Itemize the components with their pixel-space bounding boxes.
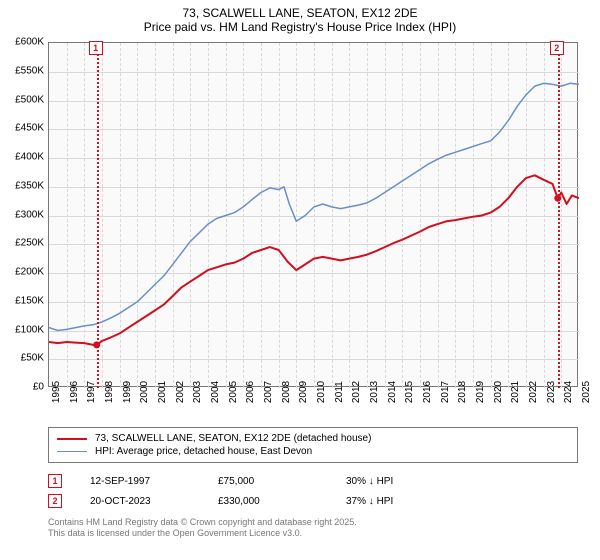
x-axis-label: 2003	[192, 381, 203, 403]
transaction-table: 1 12-SEP-1997 £75,000 30% ↓ HPI 2 20-OCT-2023…	[48, 471, 600, 511]
y-axis-label: £300K	[0, 209, 44, 220]
plot-area: 12	[48, 42, 578, 387]
x-axis-label: 1996	[69, 381, 80, 403]
transaction-delta: 30% ↓ HPI	[346, 476, 446, 487]
x-axis-label: 2017	[440, 381, 451, 403]
transaction-marker: 1	[48, 474, 62, 488]
footer-line2: This data is licensed under the Open Gov…	[48, 528, 600, 539]
legend-row: 73, SCALWELL LANE, SEATON, EX12 2DE (det…	[57, 432, 569, 445]
transaction-price: £75,000	[218, 476, 318, 487]
y-axis-label: £450K	[0, 123, 44, 134]
y-axis-label: £250K	[0, 238, 44, 249]
footer-line1: Contains HM Land Registry data © Crown c…	[48, 517, 600, 528]
transaction-row: 1 12-SEP-1997 £75,000 30% ↓ HPI	[48, 471, 600, 491]
transaction-marker: 2	[48, 494, 62, 508]
y-axis-label: £500K	[0, 94, 44, 105]
legend-label: 73, SCALWELL LANE, SEATON, EX12 2DE (det…	[95, 433, 371, 444]
y-axis-label: £400K	[0, 152, 44, 163]
transaction-date: 20-OCT-2023	[90, 496, 190, 507]
x-axis-label: 2010	[316, 381, 327, 403]
x-axis-label: 1999	[122, 381, 133, 403]
x-axis-label: 2000	[139, 381, 150, 403]
transaction-row: 2 20-OCT-2023 £330,000 37% ↓ HPI	[48, 491, 600, 511]
x-axis-label: 2004	[210, 381, 221, 403]
x-axis-label: 2009	[298, 381, 309, 403]
x-axis-label: 2015	[404, 381, 415, 403]
series-line-price_paid	[49, 175, 579, 345]
x-axis-label: 1995	[51, 381, 62, 403]
x-axis-label: 2001	[157, 381, 168, 403]
transaction-price: £330,000	[218, 496, 318, 507]
title-subtitle: Price paid vs. HM Land Registry's House …	[0, 20, 600, 34]
legend: 73, SCALWELL LANE, SEATON, EX12 2DE (det…	[48, 427, 578, 463]
title-address: 73, SCALWELL LANE, SEATON, EX12 2DE	[0, 6, 600, 20]
x-axis-label: 2018	[457, 381, 468, 403]
x-axis-label: 2024	[563, 381, 574, 403]
legend-swatch	[57, 438, 87, 440]
x-axis-label: 2002	[175, 381, 186, 403]
transaction-date: 12-SEP-1997	[90, 476, 190, 487]
x-axis-label: 2019	[475, 381, 486, 403]
x-axis-label: 1998	[104, 381, 115, 403]
marker-badge: 2	[550, 41, 564, 55]
y-axis-label: £550K	[0, 65, 44, 76]
x-axis-label: 2007	[263, 381, 274, 403]
x-axis-label: 2005	[228, 381, 239, 403]
y-axis-label: £100K	[0, 324, 44, 335]
x-axis-label: 2011	[334, 381, 345, 403]
legend-label: HPI: Average price, detached house, East…	[95, 446, 312, 457]
x-axis-label: 2025	[581, 381, 592, 403]
legend-swatch	[57, 451, 87, 452]
y-axis-label: £150K	[0, 295, 44, 306]
x-axis-label: 2016	[422, 381, 433, 403]
marker-badge: 1	[89, 41, 103, 55]
y-axis-label: £50K	[0, 353, 44, 364]
y-axis-label: £600K	[0, 37, 44, 48]
y-axis-label: £200K	[0, 267, 44, 278]
x-axis-label: 2023	[546, 381, 557, 403]
x-axis-label: 2020	[493, 381, 504, 403]
x-axis-label: 2013	[369, 381, 380, 403]
x-axis-label: 2012	[351, 381, 362, 403]
x-axis-label: 2022	[528, 381, 539, 403]
y-axis-label: £0	[0, 382, 44, 393]
footer-attribution: Contains HM Land Registry data © Crown c…	[48, 517, 600, 540]
x-axis-label: 2008	[281, 381, 292, 403]
transaction-delta: 37% ↓ HPI	[346, 496, 446, 507]
legend-row: HPI: Average price, detached house, East…	[57, 445, 569, 458]
marker-vline	[558, 43, 560, 388]
x-axis-label: 2006	[245, 381, 256, 403]
x-axis-label: 2014	[387, 381, 398, 403]
y-axis-label: £350K	[0, 180, 44, 191]
marker-vline	[97, 43, 99, 388]
chart-area: 12 £0£50K£100K£150K£200K£250K£300K£350K£…	[48, 42, 578, 387]
chart-title-block: 73, SCALWELL LANE, SEATON, EX12 2DE Pric…	[0, 0, 600, 34]
chart-svg	[49, 43, 579, 388]
x-axis-label: 1997	[86, 381, 97, 403]
x-axis-label: 2021	[510, 381, 521, 403]
